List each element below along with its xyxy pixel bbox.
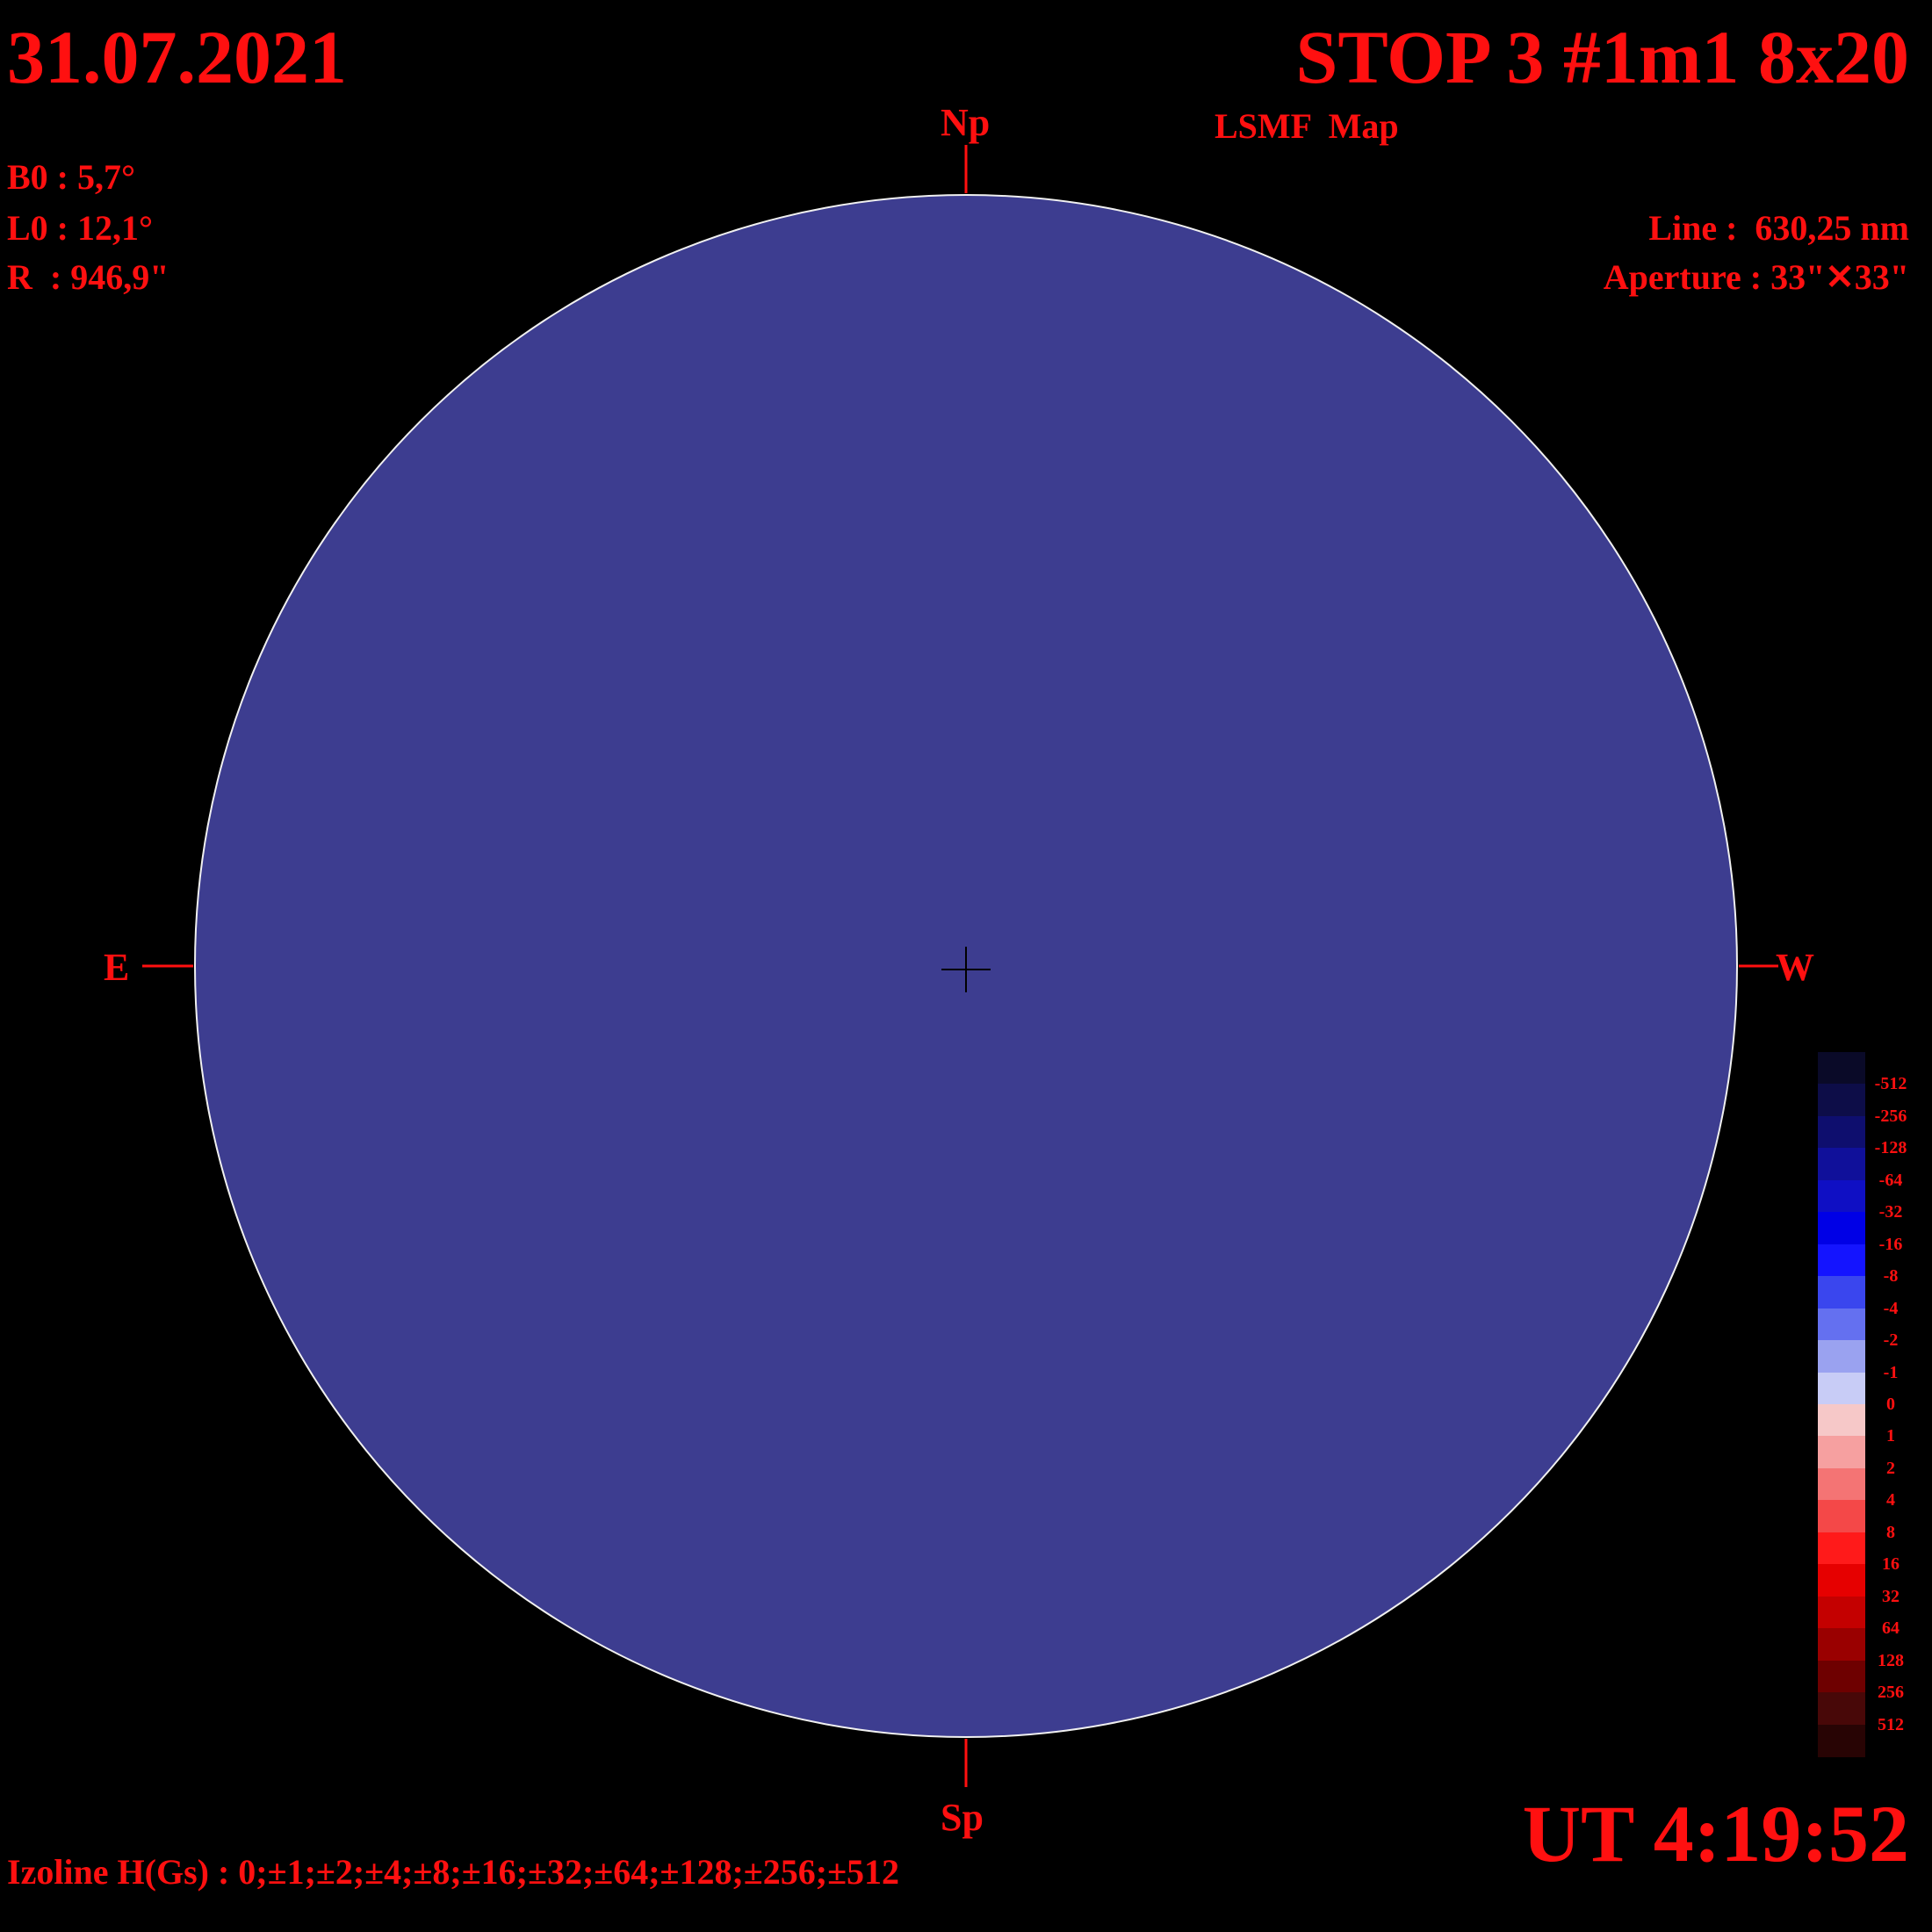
colorbar-segment bbox=[1818, 1244, 1865, 1277]
west-label: W bbox=[1776, 946, 1814, 989]
colorbar-label: -64 bbox=[1878, 1170, 1903, 1190]
color-scale-bar bbox=[1818, 1052, 1865, 1757]
param-l0: L0 : 12,1° bbox=[7, 208, 153, 248]
east-label: E bbox=[104, 946, 130, 989]
colorbar-segment bbox=[1818, 1052, 1865, 1085]
izoline-levels: Izoline H(Gs) : 0;±1;±2;±4;±8;±16;±32;±6… bbox=[7, 1852, 900, 1892]
colorbar-label: 32 bbox=[1882, 1586, 1900, 1606]
color-scale-labels: -512 -256 -128 -64 -32 -16 -8 -4 -2 -1 0 1 2 4 8 16 32 64… bbox=[1865, 1052, 1918, 1756]
colorbar-segment bbox=[1818, 1660, 1865, 1693]
colorbar-label: -8 bbox=[1883, 1266, 1899, 1287]
north-pole-label: Np bbox=[941, 101, 991, 144]
colorbar-segment bbox=[1818, 1340, 1865, 1373]
colorbar-segment bbox=[1818, 1596, 1865, 1629]
center-cross-icon bbox=[941, 947, 991, 992]
colorbar-label: 16 bbox=[1882, 1554, 1900, 1575]
colorbar-segment bbox=[1818, 1436, 1865, 1469]
spectral-line-label: Line : 630,25 nm bbox=[1648, 208, 1909, 248]
colorbar-label: 512 bbox=[1878, 1714, 1904, 1734]
axis-ticks bbox=[142, 145, 1778, 1787]
colorbar-segment bbox=[1818, 1532, 1865, 1565]
colorbar-label: -32 bbox=[1878, 1202, 1903, 1222]
colorbar-segment bbox=[1818, 1404, 1865, 1438]
colorbar-label: -4 bbox=[1883, 1298, 1899, 1318]
colorbar-segment bbox=[1818, 1308, 1865, 1341]
colorbar-label: -128 bbox=[1874, 1138, 1907, 1158]
colorbar-label: 1 bbox=[1886, 1426, 1895, 1446]
aperture-label: Aperture : 33"✕33" bbox=[1603, 257, 1909, 297]
colorbar-segment bbox=[1818, 1628, 1865, 1662]
colorbar-label: 8 bbox=[1886, 1522, 1895, 1542]
map-type-label: LSMF Map bbox=[1215, 106, 1399, 146]
page-title: STOP 3 #1m1 8x20 bbox=[1295, 15, 1909, 99]
colorbar-label: 4 bbox=[1886, 1490, 1895, 1510]
colorbar-segment bbox=[1818, 1179, 1865, 1213]
colorbar-segment bbox=[1818, 1692, 1865, 1726]
colorbar-segment bbox=[1818, 1564, 1865, 1597]
colorbar-segment bbox=[1818, 1724, 1865, 1757]
colorbar-label: 256 bbox=[1878, 1683, 1904, 1703]
disk-limb bbox=[194, 194, 1738, 1738]
colorbar-label: 64 bbox=[1882, 1618, 1900, 1639]
colorbar-label: -1 bbox=[1883, 1362, 1899, 1382]
colorbar-label: 2 bbox=[1886, 1458, 1895, 1478]
observation-time: UT 4:19:52 bbox=[1522, 1789, 1909, 1878]
colorbar-label: 0 bbox=[1886, 1395, 1895, 1414]
colorbar-segment bbox=[1818, 1467, 1865, 1501]
colorbar-label: 128 bbox=[1878, 1650, 1904, 1670]
param-b0: B0 : 5,7° bbox=[7, 157, 135, 197]
colorbar-segment bbox=[1818, 1212, 1865, 1245]
param-radius: R : 946,9" bbox=[7, 257, 169, 297]
colorbar-label: -512 bbox=[1874, 1074, 1907, 1094]
colorbar-segment bbox=[1818, 1276, 1865, 1309]
colorbar-segment bbox=[1818, 1115, 1865, 1149]
colorbar-segment bbox=[1818, 1148, 1865, 1181]
colorbar-label: -256 bbox=[1874, 1106, 1907, 1126]
colorbar-segment bbox=[1818, 1500, 1865, 1533]
south-pole-label: Sp bbox=[941, 1796, 984, 1839]
colorbar-segment bbox=[1818, 1084, 1865, 1117]
colorbar-segment bbox=[1818, 1372, 1865, 1405]
colorbar-label: -16 bbox=[1878, 1234, 1903, 1254]
observation-date: 31.07.2021 bbox=[7, 15, 347, 99]
colorbar-label: -2 bbox=[1883, 1330, 1899, 1351]
